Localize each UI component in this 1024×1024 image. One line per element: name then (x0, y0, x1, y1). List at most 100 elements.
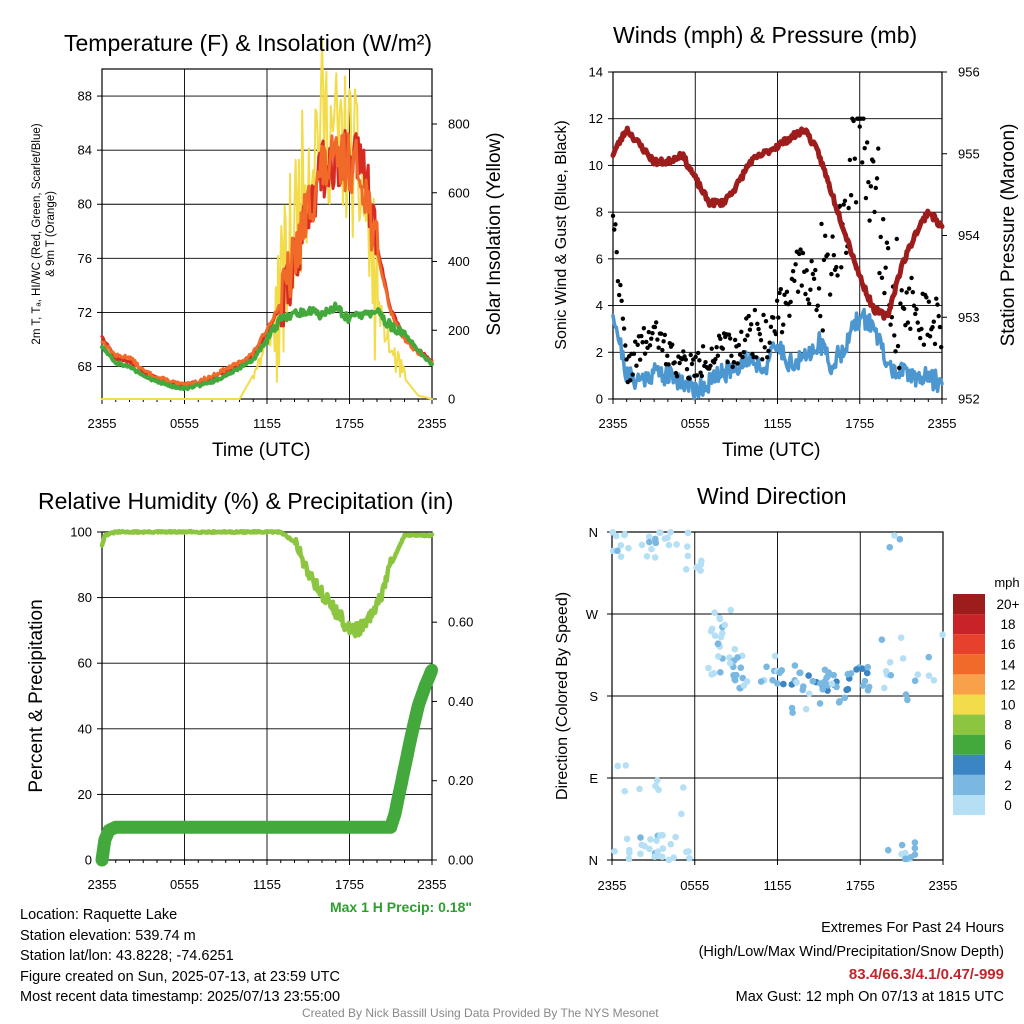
direction-point (652, 782, 659, 790)
gust-point (683, 357, 688, 362)
direction-point (611, 847, 618, 855)
gust-point (871, 159, 876, 164)
gust-point (814, 307, 819, 313)
gust-point (905, 320, 911, 325)
direction-point (637, 834, 644, 841)
direction-point (682, 565, 690, 573)
pressure-y2label: Station Pressure (Maroon) (998, 124, 1019, 347)
figure-created: Figure created on Sun, 2025-07-13, at 23… (20, 968, 340, 985)
gust-point (646, 329, 651, 335)
gust-point (803, 291, 808, 297)
gust-point (830, 234, 835, 239)
y-tick-label: 12 (589, 111, 603, 126)
gust-point (914, 307, 919, 312)
colorbar-cell (953, 774, 985, 795)
gust-point (913, 311, 918, 317)
gust-point (815, 303, 821, 308)
extremes-subtitle: (High/Low/Max Wind/Precipitation/Snow De… (698, 944, 1004, 960)
gust-point (653, 320, 659, 325)
gust-point (819, 221, 824, 227)
direction-point (899, 655, 907, 662)
gust-point (649, 336, 654, 341)
direction-point (679, 784, 687, 791)
gust-point (880, 216, 886, 222)
gust-point (665, 353, 670, 359)
y-tick-label: 68 (78, 359, 92, 374)
direction-point (886, 658, 894, 666)
gust-point (864, 140, 870, 145)
gust-point (725, 359, 730, 365)
colorbar-label: 10 (1000, 698, 1015, 713)
direction-point (622, 762, 630, 769)
direction-point (925, 672, 933, 680)
y-tick-label: 2 (596, 345, 603, 360)
x-tick-label: 1755 (335, 416, 364, 431)
gust-point (800, 250, 806, 256)
gust-point (742, 337, 748, 343)
gust-point (861, 116, 866, 121)
direction-point (708, 671, 715, 678)
gust-point (863, 195, 869, 201)
x-tick-label: 2355 (418, 877, 447, 892)
direction-point (904, 696, 911, 704)
direction-point (731, 645, 739, 653)
gust-point (778, 287, 783, 292)
gust-point (650, 330, 655, 336)
gust-point (899, 288, 904, 293)
x-tick-label: 1155 (764, 416, 792, 431)
direction-point (641, 842, 648, 850)
direction-point (643, 553, 651, 560)
gust-point (932, 341, 938, 347)
direction-point (716, 614, 723, 622)
direction-point (652, 539, 660, 547)
y2-tick-label: 954 (958, 228, 980, 243)
y2-tick-label: 400 (448, 254, 470, 269)
direction-point (901, 855, 909, 863)
x-tick-label: 2355 (88, 877, 117, 892)
direction-point (621, 787, 629, 795)
y-tick-label: 10 (589, 158, 603, 173)
extremes-values: 83.4/66.3/4.1/0.47/-999 (848, 966, 1004, 983)
direction-point (823, 674, 830, 682)
gust-point (729, 353, 734, 359)
gust-point (931, 319, 936, 324)
gust-point (670, 342, 675, 347)
gust-point (674, 374, 680, 379)
direction-point (670, 854, 677, 861)
gust-point (619, 298, 624, 304)
humidity-precip-panel: 0 20 40 60 80 100 0.00 0.20 0.40 0.60 2355 0555 1155… (26, 525, 473, 916)
gust-point (700, 344, 706, 349)
direction-point (617, 542, 625, 549)
direction-point (726, 654, 733, 661)
gust-point (695, 350, 701, 356)
gust-point (771, 315, 776, 320)
y-tick-label: 84 (78, 143, 92, 158)
gust-point (689, 361, 695, 367)
direction-point (771, 652, 779, 660)
x-tick-label: 0555 (170, 416, 199, 431)
gust-point (677, 360, 682, 366)
gust-point (755, 321, 760, 327)
colorbar-cell (953, 594, 985, 615)
x-tick-label: 1155 (764, 878, 792, 893)
gust-point (634, 363, 639, 368)
gust-point (909, 275, 914, 281)
direction-point (659, 845, 667, 852)
direction-point (651, 853, 658, 860)
speed-colorbar: 20+ 18 16 14 12 10 8 6 4 2 0 mph (953, 575, 1020, 816)
direction-point (882, 668, 890, 675)
gust-point (823, 233, 828, 239)
gust-point (612, 227, 617, 232)
x-tick-label: 2355 (929, 878, 958, 893)
dir-title: Wind Direction (697, 483, 847, 509)
gust-point (752, 307, 758, 313)
direction-point (609, 529, 617, 536)
wind-pressure-panel: 0 2 4 6 8 10 12 14 952 953 954 955 956 2355 0555 1155 17… (553, 65, 1019, 432)
gust-point (892, 333, 897, 338)
gust-point (777, 290, 782, 296)
direction-point (825, 669, 833, 676)
gust-point (874, 176, 880, 181)
colorbar-cell (953, 694, 985, 715)
gust-point (825, 252, 830, 257)
colorbar-label: 4 (1004, 758, 1012, 773)
